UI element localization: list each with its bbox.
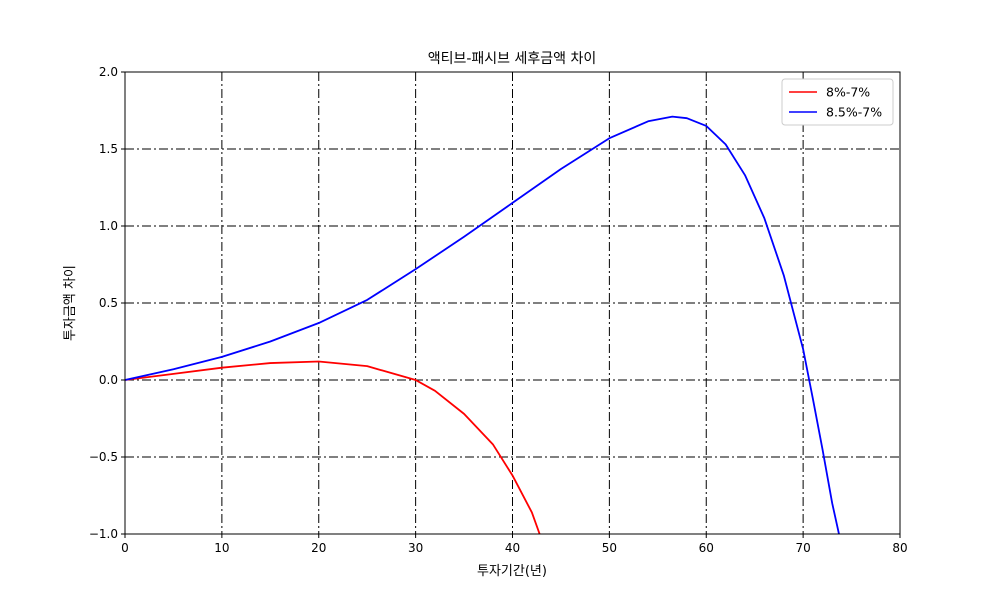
y-tick-label: 1.5 — [99, 142, 118, 156]
legend: 8%-7% 8.5%-7% — [781, 78, 894, 126]
x-tick-label: 0 — [121, 541, 129, 555]
y-tick-label: −0.5 — [89, 450, 118, 464]
y-axis-label: 투자금액 차이 — [63, 265, 78, 341]
x-tick-label: 60 — [699, 541, 714, 555]
x-tick-label: 20 — [311, 541, 326, 555]
x-tick-label: 50 — [602, 541, 617, 555]
x-tick-label: 10 — [214, 541, 229, 555]
y-axis-ticks: −1.0 −0.5 0.0 0.5 1.0 1.5 2.0 — [89, 65, 125, 541]
x-tick-label: 70 — [795, 541, 810, 555]
plot-area — [125, 115, 840, 534]
y-tick-label: −1.0 — [89, 527, 118, 541]
chart-title: 액티브-패시브 세후금액 차이 — [428, 51, 597, 67]
x-tick-label: 30 — [408, 541, 423, 555]
y-tick-label: 0.5 — [99, 296, 118, 310]
series-line-2 — [125, 115, 840, 534]
series-layer — [125, 115, 840, 534]
y-tick-label: 1.0 — [99, 219, 118, 233]
legend-label-series-1: 8%-7% — [826, 85, 870, 100]
legend-box — [781, 78, 894, 126]
series-line-1 — [125, 360, 541, 534]
x-tick-label: 40 — [505, 541, 520, 555]
legend-label-series-2: 8.5%-7% — [826, 105, 882, 120]
x-axis-label: 투자기간(년) — [477, 564, 547, 579]
y-tick-label: 0.0 — [99, 373, 118, 387]
x-axis-ticks: 0 10 20 30 40 50 60 70 80 — [121, 534, 908, 555]
x-tick-label: 80 — [892, 541, 907, 555]
y-tick-label: 2.0 — [99, 65, 118, 79]
